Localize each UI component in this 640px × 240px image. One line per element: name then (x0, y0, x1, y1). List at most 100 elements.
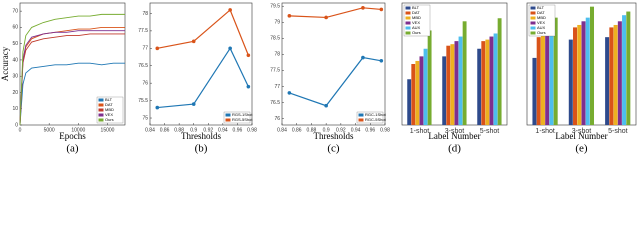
legend-swatch (530, 31, 536, 35)
caption: (d) (448, 143, 461, 155)
x-axis-label: Label Number (428, 131, 480, 141)
legend-label: DAT (105, 102, 113, 107)
bar (427, 30, 432, 126)
figure: Epochs (a) Accuracy 0 10 20 30 40 50 60 70 0 5000 100… (0, 2, 637, 155)
legend-swatch (98, 113, 104, 117)
legend-label: MBD (412, 15, 421, 20)
point (287, 14, 292, 18)
legend-label: VEX (537, 20, 545, 25)
point (379, 58, 384, 63)
x-tick-label: 0.98 (380, 127, 390, 133)
x-tick-label: 0.96 (233, 127, 243, 133)
bar (493, 33, 498, 125)
point (287, 91, 292, 95)
series-line (157, 8, 249, 56)
series-line (19, 62, 125, 126)
plot-frame (281, 2, 386, 126)
bar (415, 60, 420, 126)
bar (605, 37, 610, 125)
legend-label: BLT (537, 5, 545, 10)
x-tick-label: 3-shot (572, 128, 592, 135)
x-tick-label: 0.92 (336, 127, 346, 133)
legend-swatch (530, 11, 536, 15)
bar (613, 24, 618, 125)
legend-swatch (358, 118, 364, 122)
legend-label: RGC-5Shot (365, 117, 387, 122)
legend-swatch (530, 26, 536, 30)
bar (622, 15, 627, 126)
legend-box (528, 4, 556, 37)
x-axis-label: Epochs (59, 131, 86, 141)
bar (454, 41, 459, 125)
x-tick-label: 0 (19, 127, 22, 133)
point (379, 7, 384, 12)
legend-label: MBD (105, 107, 114, 112)
y-tick-label: 70 (12, 8, 18, 14)
bar (497, 18, 502, 125)
bar (462, 21, 467, 125)
x-axis-label: Label Number (555, 131, 607, 141)
x-tick-label: 3-shot (445, 128, 465, 135)
y-tick-label: 76.5 (270, 100, 280, 106)
legend-label: DAT (537, 10, 545, 15)
series-line (157, 47, 249, 109)
x-tick-label: 0.96 (365, 127, 375, 133)
legend-swatch (530, 6, 536, 10)
point (324, 103, 328, 108)
y-tick-label: 76 (142, 80, 148, 86)
caption: (e) (575, 143, 588, 155)
legend-swatch (98, 98, 104, 102)
x-tick-label: 0.88 (174, 127, 184, 133)
y-tick-label: 76.5 (138, 63, 148, 69)
legend-swatch (225, 113, 231, 117)
y-tick-label: 76 (274, 116, 280, 122)
point (246, 53, 251, 58)
x-tick-label: 0.86 (160, 127, 170, 133)
series-line (289, 56, 382, 107)
x-axis-label: Thresholds (181, 131, 221, 141)
bar (549, 24, 554, 125)
bar (577, 24, 582, 125)
legend-label: Ours (537, 30, 546, 35)
legend-swatch (530, 21, 536, 25)
series-line (19, 33, 125, 126)
x-tick-label: 10000 (71, 127, 85, 133)
legend-swatch (405, 31, 411, 35)
legend-label: AUX (537, 25, 546, 30)
legend-swatch (98, 103, 104, 107)
legend-label: RGS-5Shot (232, 117, 253, 122)
x-tick-label: 5-shot (480, 128, 500, 135)
y-tick-label: 40 (12, 57, 18, 63)
bar (532, 57, 537, 125)
y-tick-label: 75 (142, 115, 148, 121)
legend-box (403, 4, 431, 37)
bar (626, 11, 631, 125)
series-line (19, 30, 125, 126)
bar (581, 21, 586, 125)
x-tick-label: 0.94 (351, 127, 361, 133)
legend-swatch (530, 16, 536, 20)
y-tick-label: 78 (274, 52, 280, 58)
legend-label: VEX (412, 20, 420, 25)
legend-label: RGC-1Shot (365, 112, 387, 117)
x-tick-label: 5000 (44, 127, 55, 133)
legend-label: BLT (412, 5, 420, 10)
legend-swatch (405, 11, 411, 15)
point (228, 8, 232, 12)
y-tick-label: 77.5 (270, 68, 280, 74)
legend-label: MBD (537, 15, 546, 20)
bar (411, 64, 416, 125)
legend-label: RGS-1Shot (232, 112, 253, 117)
legend-label: VEX (105, 112, 113, 117)
y-tick-label: 78.5 (270, 36, 280, 42)
x-tick-label: 1-shot (535, 128, 555, 135)
legend-label: Ours (412, 30, 421, 35)
bar (540, 33, 545, 125)
y-tick-label: 75.5 (138, 98, 148, 104)
caption: (a) (66, 143, 79, 155)
y-tick-label: 30 (12, 74, 18, 80)
legend-swatch (98, 118, 104, 122)
bar (477, 48, 482, 125)
bar (481, 41, 486, 125)
legend-swatch (98, 108, 104, 112)
